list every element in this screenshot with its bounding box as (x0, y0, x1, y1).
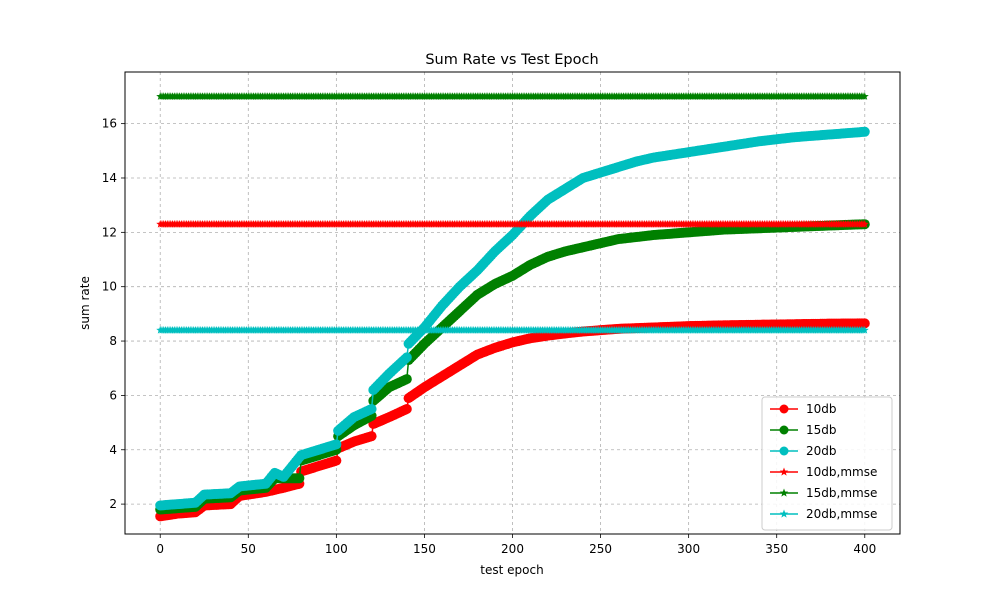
legend-marker (779, 509, 789, 518)
chart-title: Sum Rate vs Test Epoch (425, 52, 598, 68)
legend-label: 15db,mmse (806, 486, 877, 500)
legend-label: 10db,mmse (806, 465, 877, 479)
legend-item: 10db,mmse (770, 465, 877, 479)
legend-label: 15db (806, 423, 837, 437)
y-tick-label: 16 (102, 117, 117, 131)
data-point (859, 126, 870, 137)
legend-item: 15db,mmse (770, 486, 877, 500)
x-tick-label: 300 (677, 542, 700, 556)
y-tick-label: 12 (102, 225, 117, 239)
data-point (331, 439, 342, 450)
y-tick-label: 4 (109, 443, 117, 457)
legend-item: 20db,mmse (770, 507, 877, 521)
series-group (155, 92, 870, 522)
data-point (401, 374, 412, 385)
series-20db-mmse (156, 325, 869, 334)
x-tick-label: 400 (853, 542, 876, 556)
series-15db-mmse (156, 92, 869, 100)
legend-label: 20db,mmse (806, 507, 877, 521)
y-tick-label: 14 (102, 171, 117, 185)
y-tick-label: 10 (102, 280, 117, 294)
y-tick-label: 2 (109, 497, 117, 511)
series-20db (155, 126, 870, 511)
y-tick-label: 8 (109, 334, 117, 348)
legend-marker (779, 404, 789, 414)
x-tick-label: 250 (589, 542, 612, 556)
data-point (860, 92, 869, 100)
series-10db-mmse (156, 219, 869, 228)
x-tick-label: 200 (501, 542, 524, 556)
axis-ticks: 0 50 100 150 200 250 300 350 400 2 4 6 8 10 12 14 16 (102, 117, 877, 556)
data-point (860, 325, 869, 334)
x-axis-label: test epoch (480, 563, 543, 577)
data-point (401, 352, 412, 363)
legend-label: 20db (806, 444, 837, 458)
legend-label: 10db (806, 402, 837, 416)
legend-marker (779, 488, 789, 497)
data-point (331, 455, 342, 466)
data-point (401, 403, 412, 414)
x-tick-label: 0 (156, 542, 164, 556)
x-tick-label: 350 (765, 542, 788, 556)
x-tick-label: 100 (325, 542, 348, 556)
legend-item: 15db (770, 423, 837, 437)
legend-marker (779, 446, 789, 456)
data-point (859, 318, 870, 329)
legend-marker (779, 467, 789, 476)
legend: 10db 15db 20db 10db,mmse 15db,mmse 20db,mmse (761, 396, 893, 531)
data-point (366, 431, 377, 442)
legend-item: 20db (770, 444, 837, 458)
legend-item: 10db (770, 402, 837, 416)
legend-marker (779, 425, 789, 435)
data-point (860, 219, 869, 228)
y-axis-label: sum rate (78, 276, 92, 330)
data-point (366, 403, 377, 414)
x-tick-label: 150 (413, 542, 436, 556)
y-tick-label: 6 (109, 388, 117, 402)
data-point (294, 473, 305, 484)
x-tick-label: 50 (241, 542, 256, 556)
